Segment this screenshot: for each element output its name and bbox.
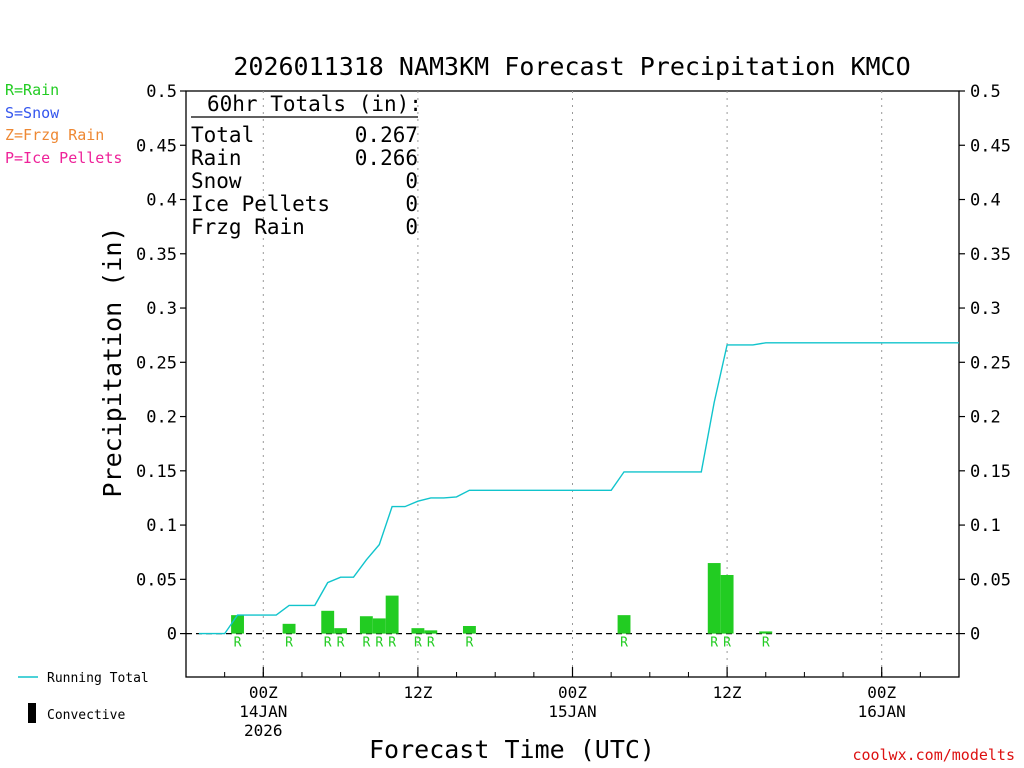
y-tick-label-right: 0.4	[970, 191, 1001, 211]
ptype-label: R	[324, 636, 332, 651]
x-tick-label: 12Z	[403, 683, 432, 702]
x-tick-label: 12Z	[713, 683, 742, 702]
precip-bar	[359, 616, 373, 634]
totals-label-total: Total	[191, 123, 254, 147]
ptype-label: R	[234, 636, 242, 651]
x-tick-label: 00Z	[249, 683, 278, 702]
x-tick-label: 2026	[244, 721, 283, 740]
y-tick-label-left: 0.25	[136, 353, 177, 373]
legend-running-total: Running Total	[47, 671, 149, 686]
totals-value-snow: 0	[405, 169, 418, 193]
y-tick-label-left: 0.2	[146, 408, 177, 428]
legend-snow: S=Snow	[5, 104, 60, 122]
y-tick-label-left: 0	[167, 625, 177, 645]
precip-bar	[334, 628, 348, 634]
ptype-label: R	[620, 636, 628, 651]
y-tick-label-right: 0.35	[970, 245, 1011, 265]
y-tick-label-left: 0.35	[136, 245, 177, 265]
y-axis-label: Precipitation (in)	[98, 227, 127, 498]
totals-label-snow: Snow	[191, 169, 242, 193]
precip-bar	[720, 574, 734, 634]
x-gridlines	[262, 91, 883, 677]
y-tick-label-right: 0.05	[970, 570, 1011, 590]
y-tick-label-left: 0.1	[146, 516, 177, 536]
legend-frzg-rain: Z=Frzg Rain	[5, 126, 104, 144]
ptype-label: R	[466, 636, 474, 651]
precip-bar	[282, 623, 296, 634]
ptype-label: R	[337, 636, 345, 651]
y-tick-label-left: 0.4	[146, 191, 177, 211]
x-tick-label: 00Z	[867, 683, 896, 702]
y-tick-label-right: 0.25	[970, 353, 1011, 373]
precip-bar	[759, 631, 773, 634]
totals-label-rain: Rain	[191, 146, 242, 170]
ptype-label: R	[285, 636, 293, 651]
legend-rain: R=Rain	[5, 81, 59, 99]
y-axis-ticks: 0.5 0.5 0.45 0.45 0.4 0.4 0.35 0.35 0.3 0.3 0.25 0.…	[136, 82, 1011, 645]
totals-value-total: 0.267	[355, 123, 418, 147]
y-tick-label-right: 0	[970, 625, 980, 645]
precip-bar	[411, 628, 425, 634]
y-tick-label-right: 0.1	[970, 516, 1001, 536]
y-tick-label-left: 0.3	[146, 299, 177, 319]
x-tick-label: 16JAN	[858, 702, 906, 721]
y-tick-label-left: 0.5	[146, 82, 177, 102]
precip-bar	[707, 563, 721, 634]
ptype-label: R	[388, 636, 396, 651]
precip-bar	[321, 610, 335, 634]
y-tick-label-right: 0.5	[970, 82, 1001, 102]
ptype-label: R	[375, 636, 383, 651]
precip-bar	[424, 630, 438, 634]
ptype-label: R	[362, 636, 370, 651]
y-tick-label-left: 0.15	[136, 462, 177, 482]
running-total-line	[198, 342, 959, 635]
credit-text: coolwx.com/modelts	[852, 746, 1015, 764]
y-tick-label-right: 0.2	[970, 408, 1001, 428]
x-axis-label: Forecast Time (UTC)	[369, 735, 655, 764]
legend-ice-pellets: P=Ice Pellets	[5, 149, 122, 167]
x-tick-label: 00Z	[558, 683, 587, 702]
ptype-label: R	[710, 636, 718, 651]
y-tick-label-right: 0.45	[970, 136, 1011, 156]
totals-header: 60hr Totals (in):	[207, 92, 422, 116]
ptype-label: R	[762, 636, 770, 651]
ptype-legend: R=Rain S=Snow Z=Frzg Rain P=Ice Pellets	[5, 81, 122, 167]
line-legend: Running Total Convective	[18, 671, 149, 723]
totals-value-rain: 0.266	[355, 146, 418, 170]
y-tick-label-left: 0.05	[136, 570, 177, 590]
y-tick-label-left: 0.45	[136, 136, 177, 156]
totals-value-ice-pellets: 0	[405, 192, 418, 216]
precip-bar	[231, 615, 244, 634]
totals-label-frzg-rain: Frzg Rain	[191, 215, 305, 239]
precip-bar	[462, 625, 476, 634]
precip-bar	[385, 595, 399, 634]
precip-bars	[231, 563, 773, 634]
totals-value-frzg-rain: 0	[405, 215, 418, 239]
chart-title: 2026011318 NAM3KM Forecast Precipitation…	[233, 52, 910, 81]
totals-box: 60hr Totals (in): Total 0.267 Rain 0.266…	[191, 92, 422, 239]
x-tick-label: 15JAN	[548, 702, 596, 721]
ptype-label: R	[414, 636, 422, 651]
y-tick-label-right: 0.15	[970, 462, 1011, 482]
x-tick-label: 14JAN	[239, 702, 287, 721]
precip-bar	[617, 615, 631, 634]
legend-convective: Convective	[47, 708, 125, 723]
totals-label-ice-pellets: Ice Pellets	[191, 192, 330, 216]
ptype-label: R	[427, 636, 435, 651]
precip-bar	[372, 618, 386, 634]
convective-swatch	[28, 703, 36, 723]
y-tick-label-right: 0.3	[970, 299, 1001, 319]
ptype-label: R	[723, 636, 731, 651]
